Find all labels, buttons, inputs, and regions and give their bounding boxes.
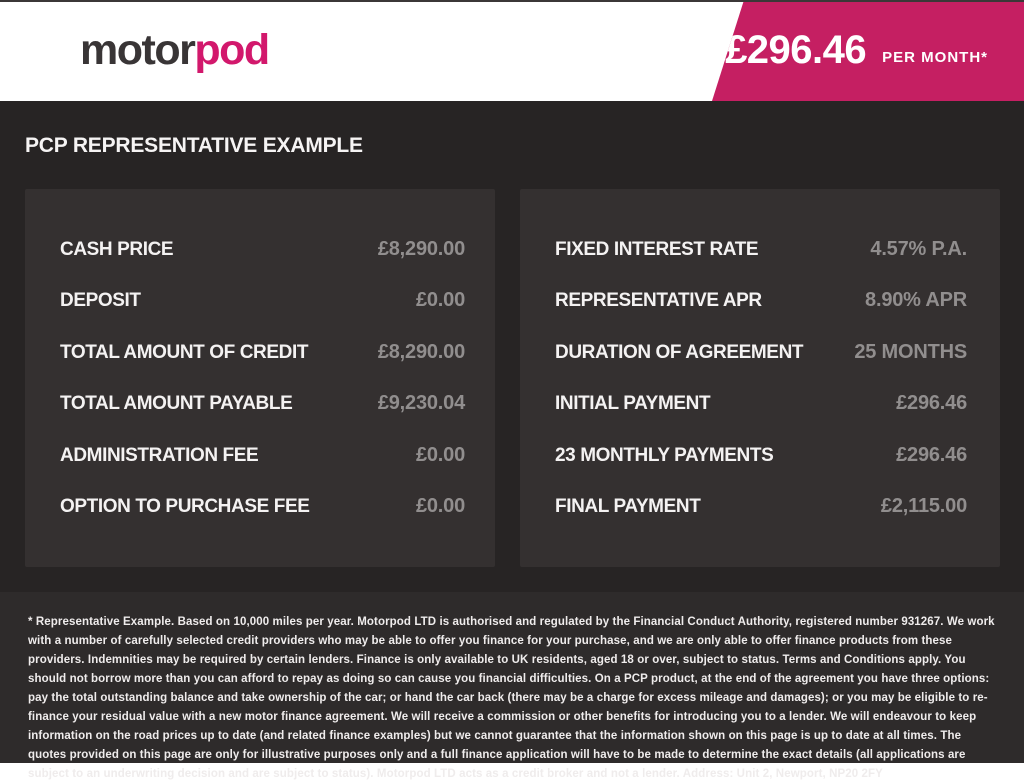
finance-value: £0.00 <box>415 495 465 518</box>
finance-label: TOTAL AMOUNT PAYABLE <box>60 393 293 415</box>
finance-value: 4.57% P.A. <box>870 237 967 260</box>
table-row-apr: REPRESENTATIVE APR 8.90% APR <box>555 289 967 312</box>
monthly-price-period: PER MONTH* <box>882 49 988 66</box>
page-title: PCP REPRESENTATIVE EXAMPLE <box>25 134 363 157</box>
table-row-interest-rate: FIXED INTEREST RATE 4.57% P.A. <box>555 238 967 261</box>
legal-footer: * Representative Example. Based on 10,00… <box>0 592 1024 780</box>
finance-panel-left: CASH PRICE £8,290.00 DEPOSIT £0.00 TOTAL… <box>25 189 495 567</box>
price-ribbon: £296.46 PER MONTH* <box>712 0 1024 101</box>
logo-text-motor: motor <box>80 26 196 74</box>
finance-label: TOTAL AMOUNT OF CREDIT <box>60 341 309 363</box>
table-row-option-fee: OPTION TO PURCHASE FEE £0.00 <box>60 495 465 518</box>
table-row-initial-payment: INITIAL PAYMENT £296.46 <box>555 392 967 415</box>
finance-label: CASH PRICE <box>60 238 174 260</box>
finance-label: REPRESENTATIVE APR <box>555 290 762 312</box>
bottom-divider <box>0 763 1024 768</box>
finance-label: DURATION OF AGREEMENT <box>555 341 804 363</box>
table-row-duration: DURATION OF AGREEMENT 25 MONTHS <box>555 341 967 364</box>
monthly-price: £296.46 <box>725 28 867 72</box>
logo-text-pod: pod <box>194 26 270 74</box>
finance-label: FIXED INTEREST RATE <box>555 238 759 260</box>
finance-value: £296.46 <box>896 392 967 415</box>
finance-value: £9,230.04 <box>377 392 465 415</box>
finance-label: FINAL PAYMENT <box>555 496 701 518</box>
finance-label: DEPOSIT <box>60 290 141 312</box>
finance-value: 25 MONTHS <box>854 340 967 363</box>
finance-value: £8,290.00 <box>377 237 465 260</box>
table-row-total-payable: TOTAL AMOUNT PAYABLE £9,230.04 <box>60 392 465 415</box>
table-row-final-payment: FINAL PAYMENT £2,115.00 <box>555 495 967 518</box>
table-row-deposit: DEPOSIT £0.00 <box>60 289 465 312</box>
finance-panel-right: FIXED INTEREST RATE 4.57% P.A. REPRESENT… <box>520 189 1000 567</box>
finance-value: £2,115.00 <box>880 495 967 518</box>
site-header: motor pod £296.46 PER MONTH* <box>0 0 1024 101</box>
disclaimer-text: * Representative Example. Based on 10,00… <box>28 616 995 780</box>
finance-label: OPTION TO PURCHASE FEE <box>60 496 310 518</box>
table-row-total-credit: TOTAL AMOUNT OF CREDIT £8,290.00 <box>60 341 465 364</box>
finance-value: £296.46 <box>896 443 967 466</box>
finance-value: £8,290.00 <box>377 340 465 363</box>
finance-value: £0.00 <box>415 443 465 466</box>
finance-label: 23 MONTHLY PAYMENTS <box>555 444 774 466</box>
table-row-cash-price: CASH PRICE £8,290.00 <box>60 238 465 261</box>
finance-label: ADMINISTRATION FEE <box>60 444 259 466</box>
table-row-monthly-payments: 23 MONTHLY PAYMENTS £296.46 <box>555 444 967 467</box>
finance-value: £0.00 <box>415 289 465 312</box>
finance-panels: CASH PRICE £8,290.00 DEPOSIT £0.00 TOTAL… <box>0 189 1024 567</box>
finance-label: INITIAL PAYMENT <box>555 393 711 415</box>
finance-value: 8.90% APR <box>865 289 967 312</box>
top-divider <box>0 0 1024 2</box>
pcp-example-section: PCP REPRESENTATIVE EXAMPLE CASH PRICE £8… <box>0 101 1024 592</box>
motorpod-logo[interactable]: motor pod <box>80 0 270 101</box>
table-row-admin-fee: ADMINISTRATION FEE £0.00 <box>60 444 465 467</box>
